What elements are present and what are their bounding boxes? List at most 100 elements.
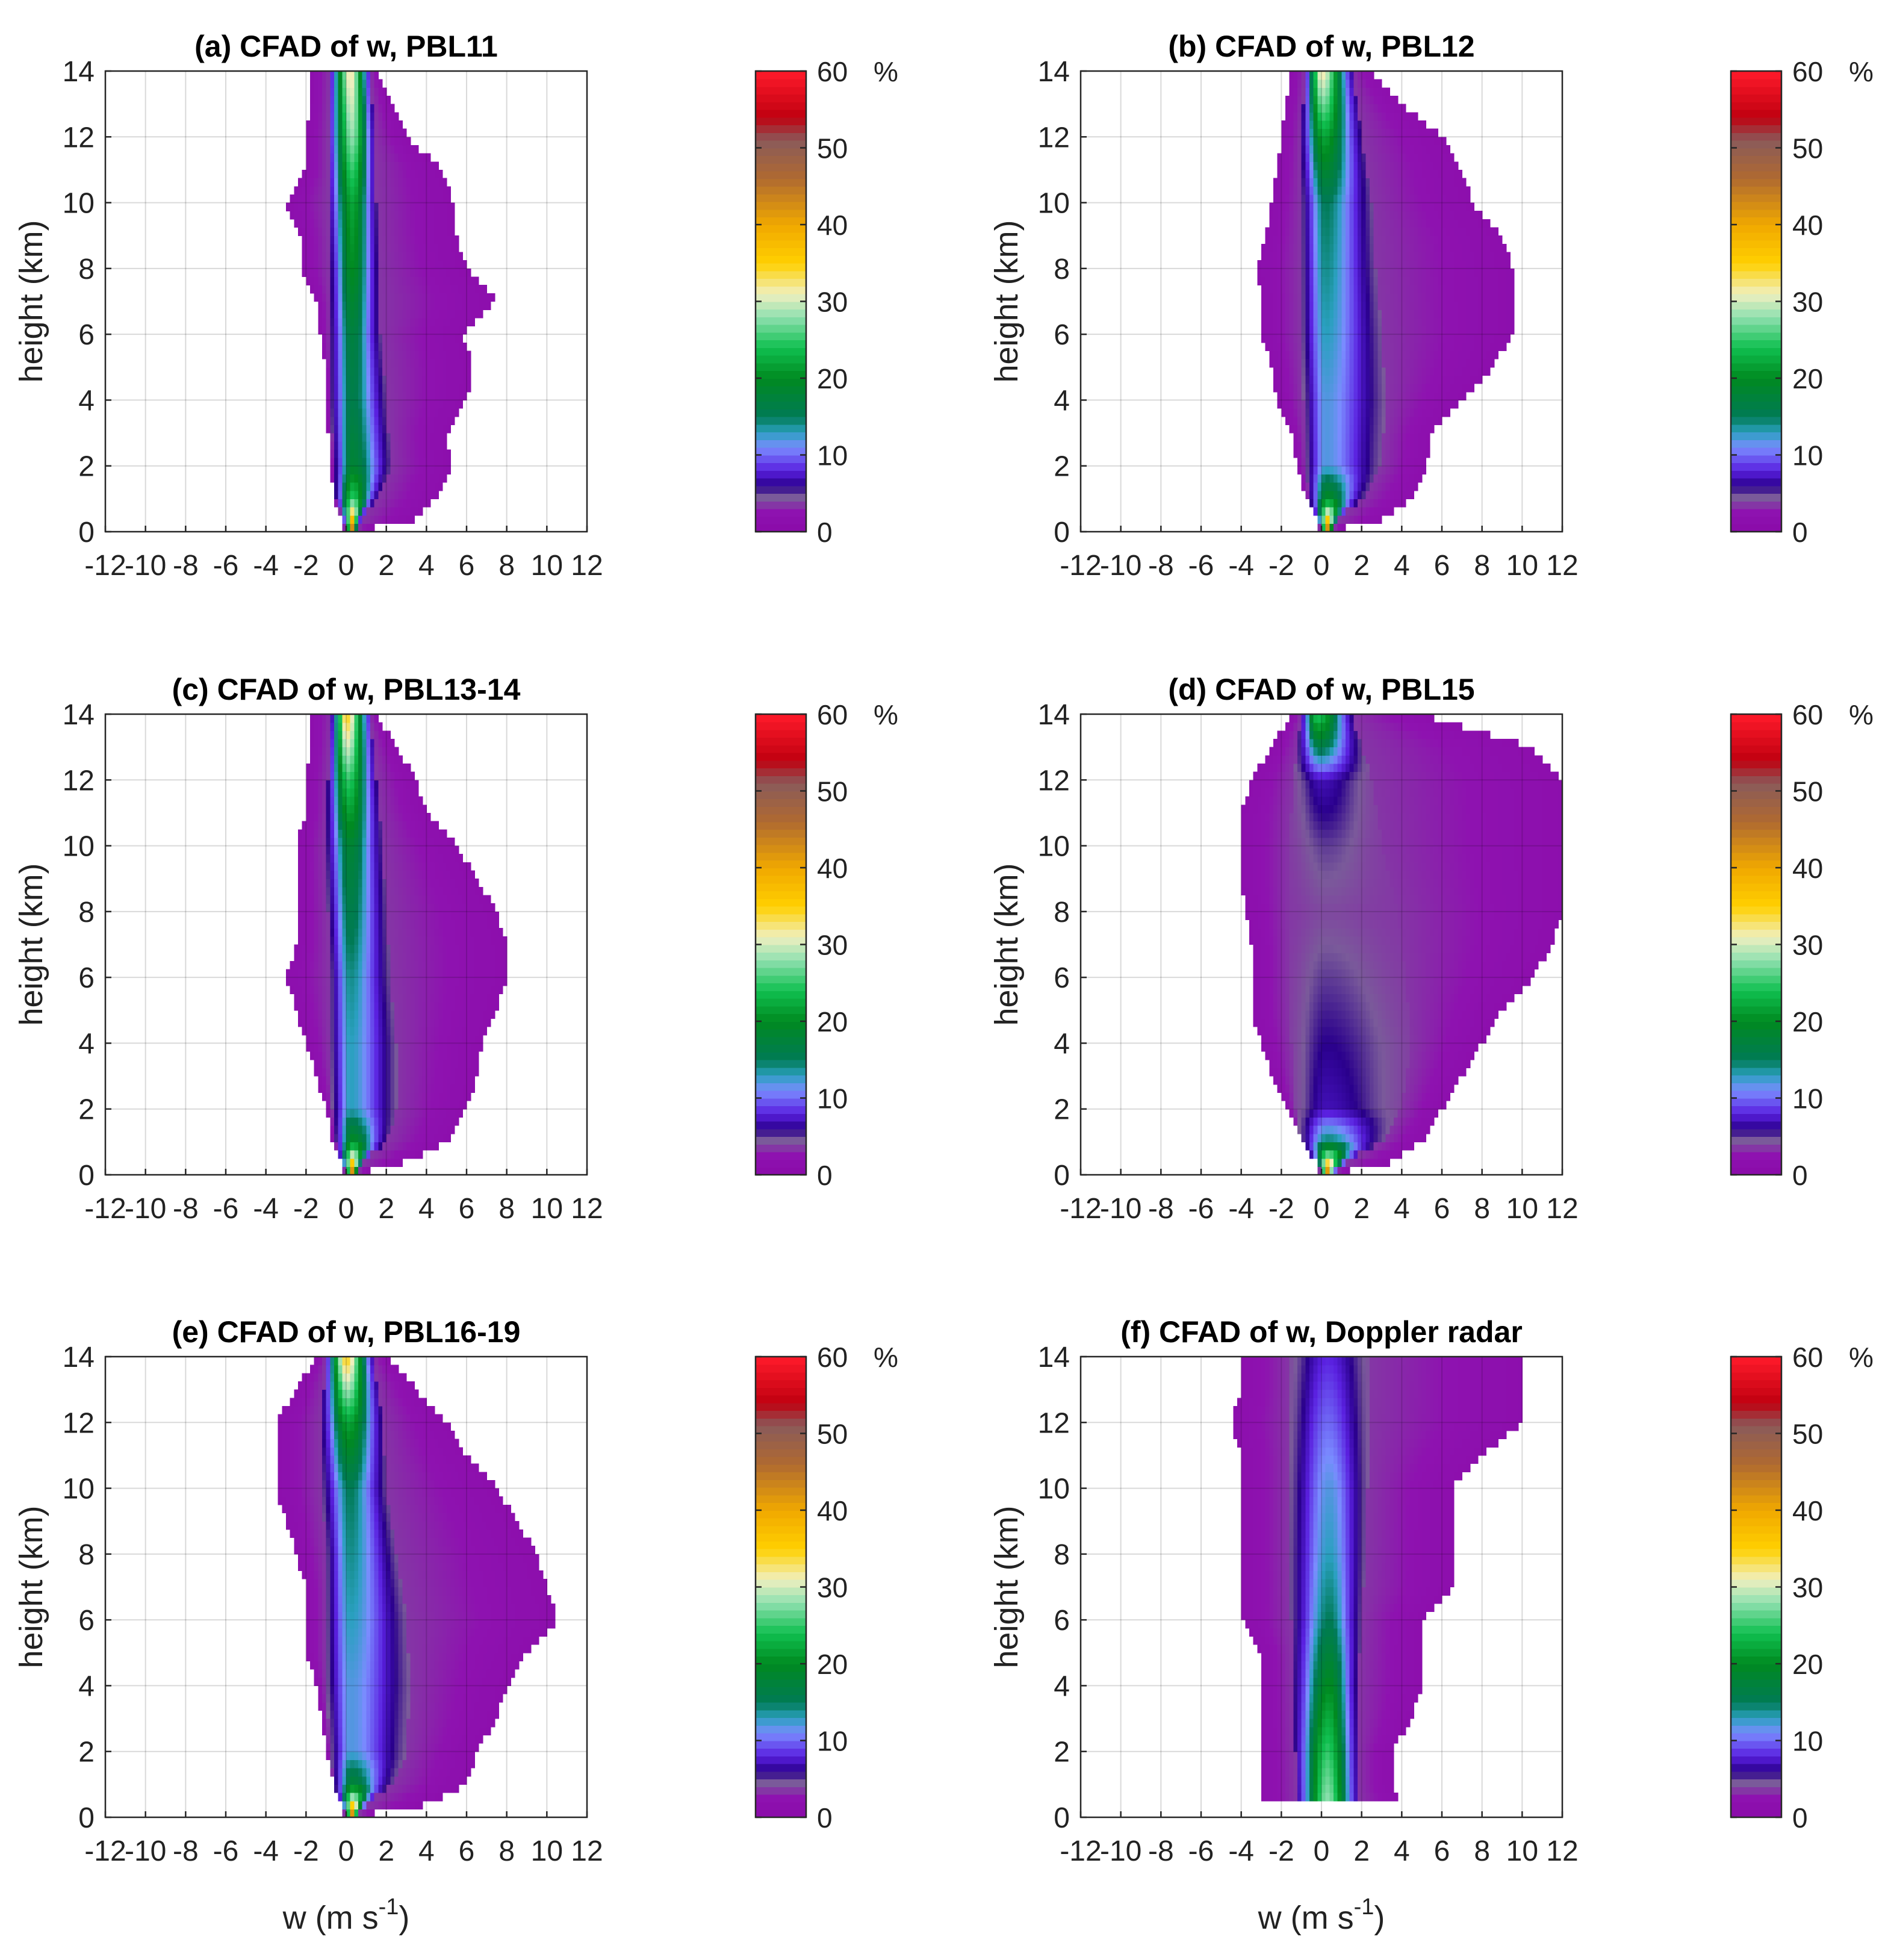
x-tick-label: 4 xyxy=(1394,550,1410,582)
y-tick-label: 14 xyxy=(63,699,95,731)
cfad-field xyxy=(286,714,508,1175)
y-tick-label: 14 xyxy=(1038,1342,1070,1374)
colorbar-tick-label: 10 xyxy=(1792,1083,1823,1115)
x-tick-label: 6 xyxy=(1434,550,1450,582)
y-tick-label: 6 xyxy=(78,1605,95,1637)
colorbar: 0 10 20 30 40 50 60% xyxy=(1730,1342,1874,1834)
y-tick-label: 14 xyxy=(1038,699,1070,731)
x-tick-label: -2 xyxy=(293,1193,319,1225)
y-tick-label: 10 xyxy=(63,1473,95,1505)
x-tick-label: 4 xyxy=(418,1835,435,1867)
x-tick-label: -12 xyxy=(84,1193,126,1225)
x-tick-label: 12 xyxy=(1546,550,1578,582)
x-tick-label: 10 xyxy=(531,1193,563,1225)
y-tick-label: 4 xyxy=(1054,385,1070,417)
colorbar-tick-label: 50 xyxy=(817,133,848,164)
colorbar-unit: % xyxy=(874,1342,898,1373)
colorbar-tick-label: 20 xyxy=(817,363,848,394)
x-tick-label: -10 xyxy=(1100,1193,1141,1225)
x-tick-label: -4 xyxy=(253,550,279,582)
x-tick-label: 0 xyxy=(1314,1835,1330,1867)
colorbar-tick-label: 20 xyxy=(1792,1649,1823,1680)
y-tick-label: 10 xyxy=(63,831,95,863)
y-tick-label: 10 xyxy=(1038,831,1070,863)
colorbar-tick-label: 50 xyxy=(1792,776,1823,807)
y-tick-label: 2 xyxy=(78,451,95,483)
y-tick-label: 6 xyxy=(1054,962,1070,994)
x-axis-label: w (m s-1) xyxy=(282,1894,410,1936)
cfad-field xyxy=(1233,1357,1523,1802)
colorbar-tick-label: 0 xyxy=(817,517,833,548)
colorbar-tick-label: 30 xyxy=(1792,930,1823,961)
x-tick-label: 8 xyxy=(498,1835,515,1867)
panel-title: (e) CFAD of w, PBL16-19 xyxy=(172,1315,521,1349)
y-tick-label: 6 xyxy=(78,962,95,994)
colorbar-tick-label: 0 xyxy=(1792,1802,1808,1834)
cfad-field xyxy=(1257,71,1515,532)
colorbar-tick-label: 60 xyxy=(817,1342,848,1373)
cfad-field xyxy=(278,1357,556,1818)
x-tick-label: -8 xyxy=(1148,1193,1174,1225)
x-tick-label: 4 xyxy=(418,1193,435,1225)
x-tick-label: 8 xyxy=(498,1193,515,1225)
colorbar-unit: % xyxy=(1849,699,1874,730)
colorbar-tick-label: 60 xyxy=(1792,1342,1823,1373)
x-tick-label: -12 xyxy=(84,550,126,582)
colorbar-tick-label: 0 xyxy=(1792,517,1808,548)
panel-title: (d) CFAD of w, PBL15 xyxy=(1168,673,1474,706)
colorbar-tick-label: 0 xyxy=(1792,1160,1808,1191)
y-tick-label: 4 xyxy=(78,1670,95,1702)
x-tick-label: 2 xyxy=(378,550,394,582)
grid xyxy=(1080,714,1563,1175)
panel-title: (b) CFAD of w, PBL12 xyxy=(1168,30,1474,63)
colorbar-tick-label: 30 xyxy=(1792,1572,1823,1604)
x-tick-label: -8 xyxy=(173,550,199,582)
y-tick-label: 2 xyxy=(1054,1094,1070,1126)
x-tick-label: -12 xyxy=(1060,550,1101,582)
y-tick-label: 2 xyxy=(1054,451,1070,483)
x-tick-label: -6 xyxy=(213,550,239,582)
y-tick-label: 2 xyxy=(78,1737,95,1769)
cfad-field xyxy=(286,71,495,532)
x-tick-label: 6 xyxy=(459,1193,475,1225)
y-tick-label: 4 xyxy=(78,385,95,417)
colorbar-tick-label: 60 xyxy=(817,699,848,730)
colorbar-tick-label: 50 xyxy=(817,1419,848,1450)
y-tick-label: 8 xyxy=(1054,1539,1070,1571)
x-tick-label: -4 xyxy=(1228,1835,1254,1867)
x-tick-label: 10 xyxy=(1506,1835,1538,1867)
colorbar-tick-label: 40 xyxy=(817,853,848,884)
x-tick-label: 6 xyxy=(459,550,475,582)
x-tick-label: 0 xyxy=(1314,550,1330,582)
x-tick-label: 12 xyxy=(1546,1835,1578,1867)
x-tick-label: -10 xyxy=(1100,550,1141,582)
colorbar-tick-label: 20 xyxy=(1792,1006,1823,1038)
colorbar-tick-label: 40 xyxy=(817,1495,848,1526)
x-tick-label: -4 xyxy=(1228,550,1254,582)
colorbar-tick-label: 0 xyxy=(817,1160,833,1191)
x-tick-label: 8 xyxy=(1474,1835,1490,1867)
y-axis-label: height (km) xyxy=(989,220,1025,382)
x-tick-label: 2 xyxy=(1353,1193,1370,1225)
y-tick-label: 0 xyxy=(78,1802,95,1834)
colorbar-tick-label: 40 xyxy=(1792,853,1823,884)
colorbar: 0 10 20 30 40 50 60% xyxy=(754,699,898,1191)
y-tick-label: 14 xyxy=(1038,56,1070,88)
x-tick-label: -12 xyxy=(84,1835,126,1867)
y-tick-label: 4 xyxy=(1054,1670,1070,1702)
y-tick-label: 0 xyxy=(78,1160,95,1192)
colorbar-tick-label: 50 xyxy=(817,776,848,807)
colorbar-tick-label: 10 xyxy=(1792,440,1823,471)
colorbar-tick-label: 40 xyxy=(1792,210,1823,241)
cfad-field xyxy=(1241,714,1563,1175)
x-tick-label: -2 xyxy=(1268,1835,1294,1867)
x-tick-label: 8 xyxy=(498,550,515,582)
x-tick-label: 8 xyxy=(1474,1193,1490,1225)
y-tick-label: 12 xyxy=(63,765,95,797)
y-tick-label: 4 xyxy=(78,1028,95,1060)
